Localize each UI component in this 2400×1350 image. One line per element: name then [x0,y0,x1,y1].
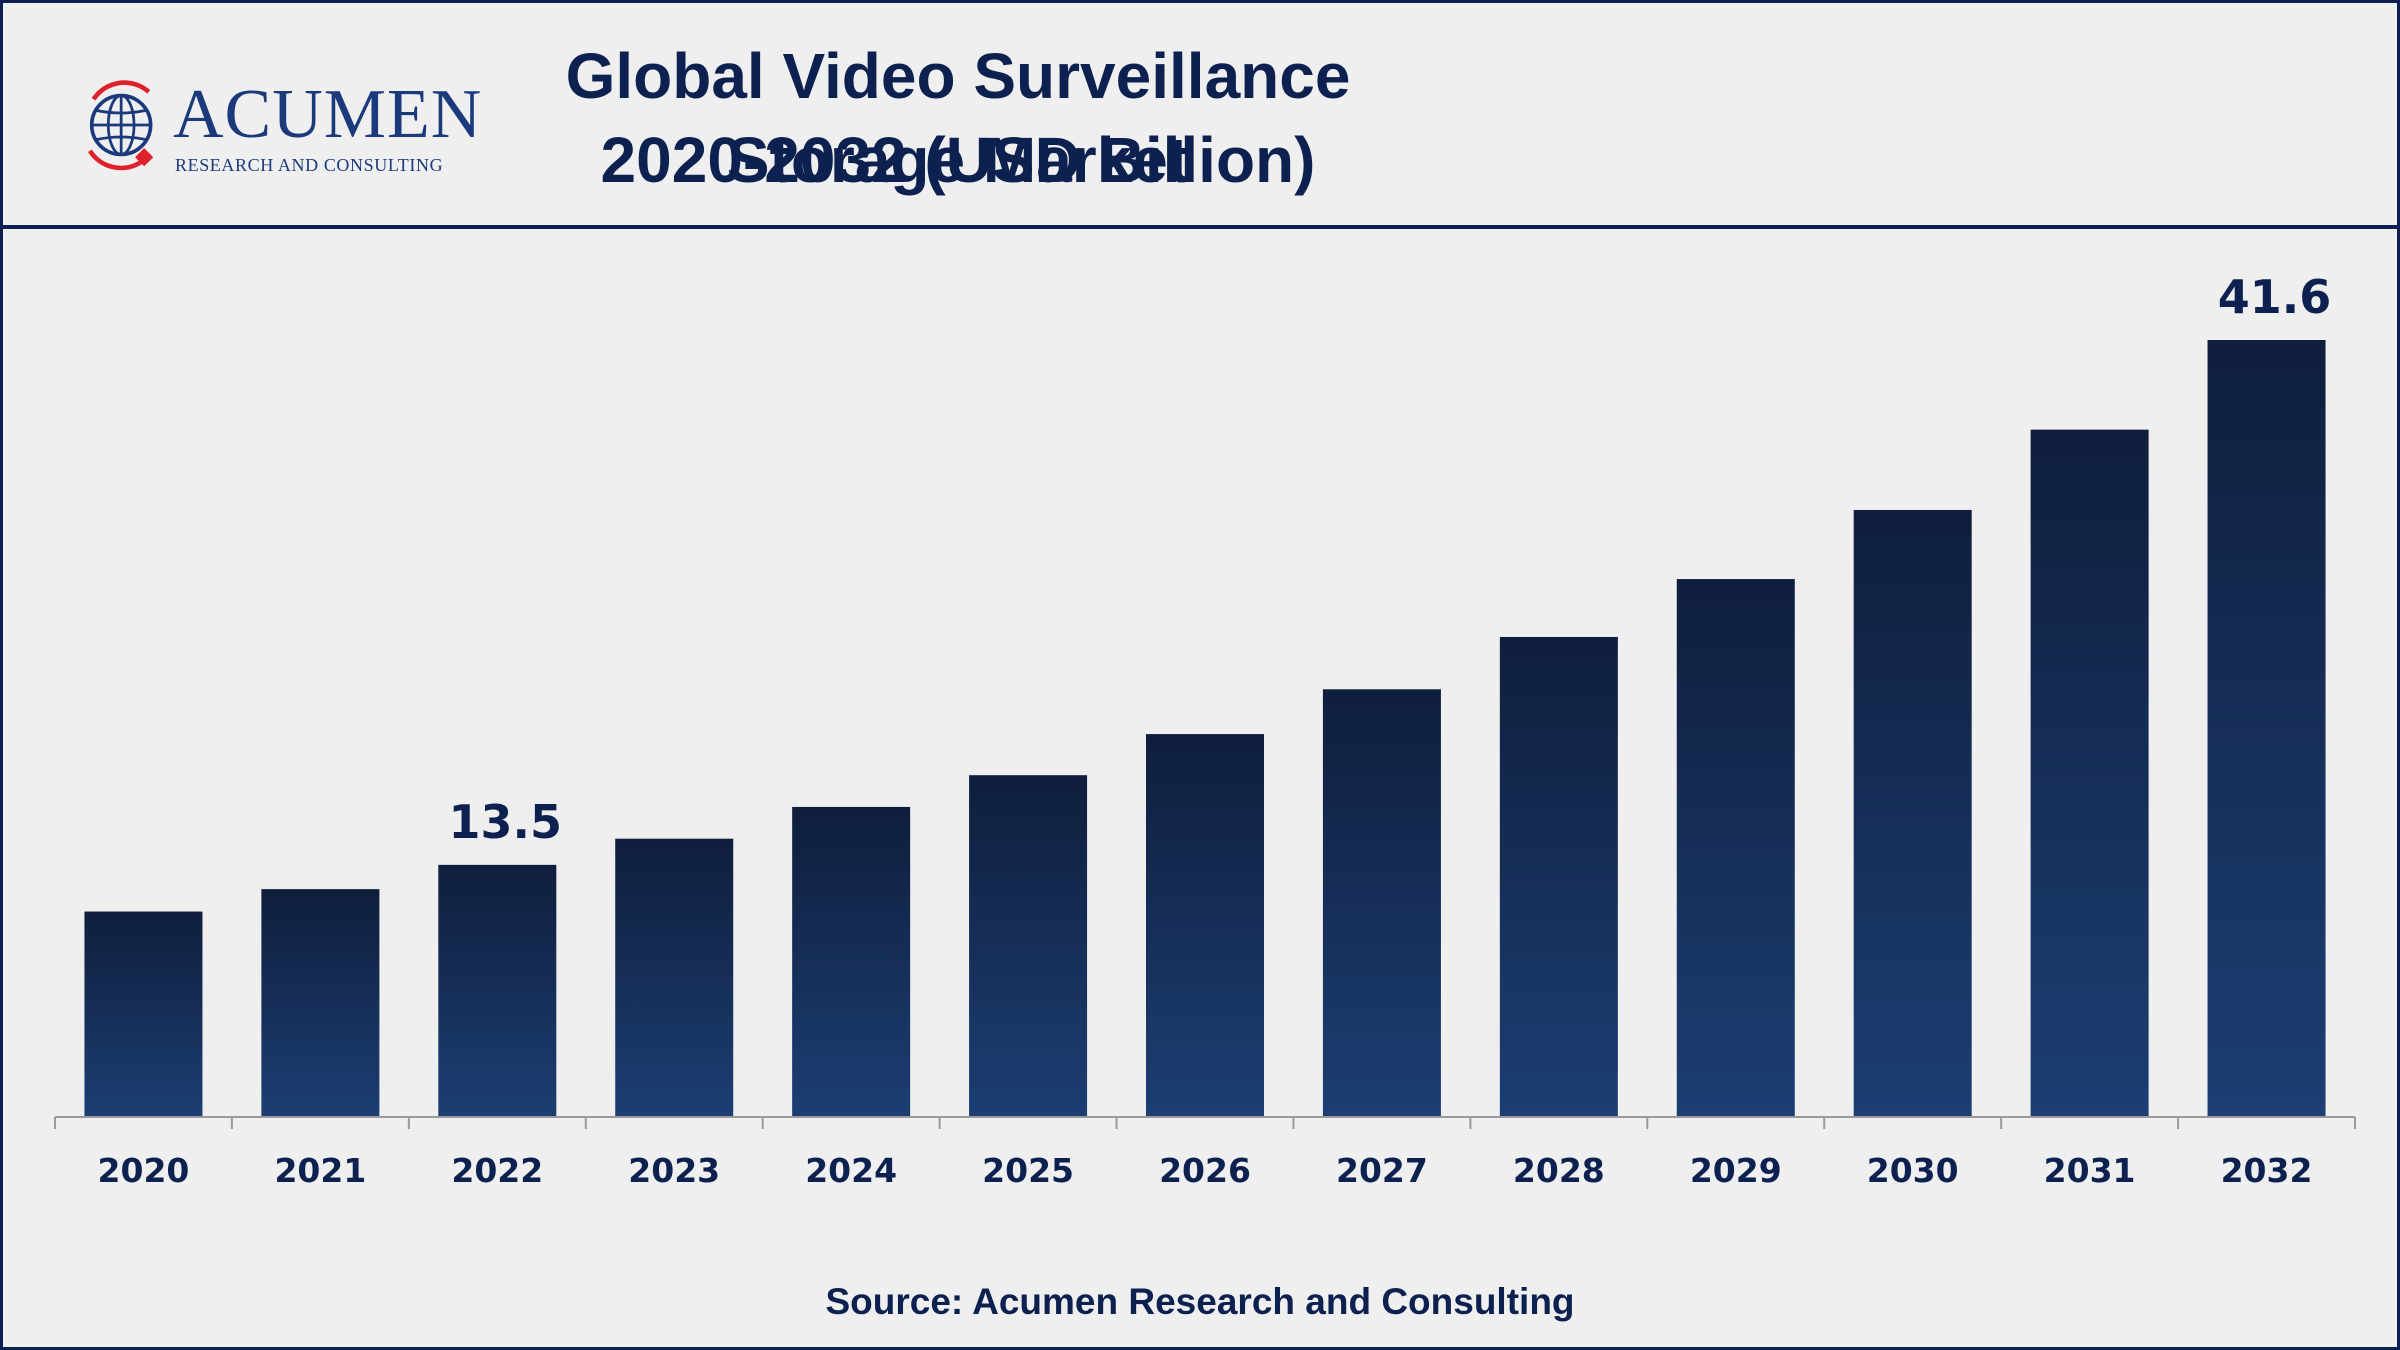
x-tick-label-2024: 2024 [805,1151,897,1190]
x-tick-label-2022: 2022 [451,1151,543,1190]
x-tick-label-2026: 2026 [1159,1151,1251,1190]
bar-2021 [261,889,380,1117]
bar-2028 [1499,636,1618,1117]
bar-chart: 2020 2021 2022 2023 2024 2025 2026 2027 2028 2029… [54,270,2356,1190]
x-tick-label-2030: 2030 [1867,1151,1959,1190]
bar-2020 [84,911,203,1117]
source-note: Source: Acumen Research and Consulting [825,1281,1575,1322]
x-tick-label-2031: 2031 [2044,1151,2136,1190]
bar-2026 [1146,734,1264,1117]
bar-2022 [438,864,557,1117]
x-tick-label-2028: 2028 [1513,1151,1605,1190]
chart-title-line1: Global Video Surveillance Storage Market [565,40,1351,196]
data-label-2032: 41.6 [2218,270,2332,324]
bar-2023 [615,838,734,1117]
x-tick-label-2023: 2023 [628,1151,720,1190]
bar-2024 [792,806,911,1117]
data-labels: 13.5 41.6 [449,270,2332,849]
header: ACUMEN RESEARCH AND CONSULTING Global Vi… [3,3,2397,225]
chart-title-line2: 2020-2032 (USD Billion) [600,124,1316,196]
bar-2031 [2030,429,2149,1118]
x-tick-label-2027: 2027 [1336,1151,1428,1190]
acumen-logo: ACUMEN RESEARCH AND CONSULTING [77,75,481,185]
x-tick-label-2021: 2021 [274,1151,366,1190]
bar-2029 [1676,579,1795,1117]
bar-2032 [2207,340,2326,1117]
bar-2027 [1322,689,1441,1117]
x-tick-label-2025: 2025 [982,1151,1074,1190]
bar-2030 [1853,509,1972,1117]
x-tick-label-2020: 2020 [98,1151,190,1190]
globe-logo-icon [87,80,154,171]
bar-2025 [969,775,1088,1117]
x-tick-labels: 2020 2021 2022 2023 2024 2025 2026 2027 2028 2029… [98,1151,2313,1190]
logo-wordmark: ACUMEN [173,76,483,153]
x-axis [54,1116,2356,1129]
bars-group [84,340,2326,1118]
x-tick-label-2029: 2029 [1690,1151,1782,1190]
header-divider [3,225,2397,229]
data-label-2022: 13.5 [449,795,563,849]
x-tick-label-2032: 2032 [2221,1151,2313,1190]
logo-tagline: RESEARCH AND CONSULTING [175,155,444,175]
